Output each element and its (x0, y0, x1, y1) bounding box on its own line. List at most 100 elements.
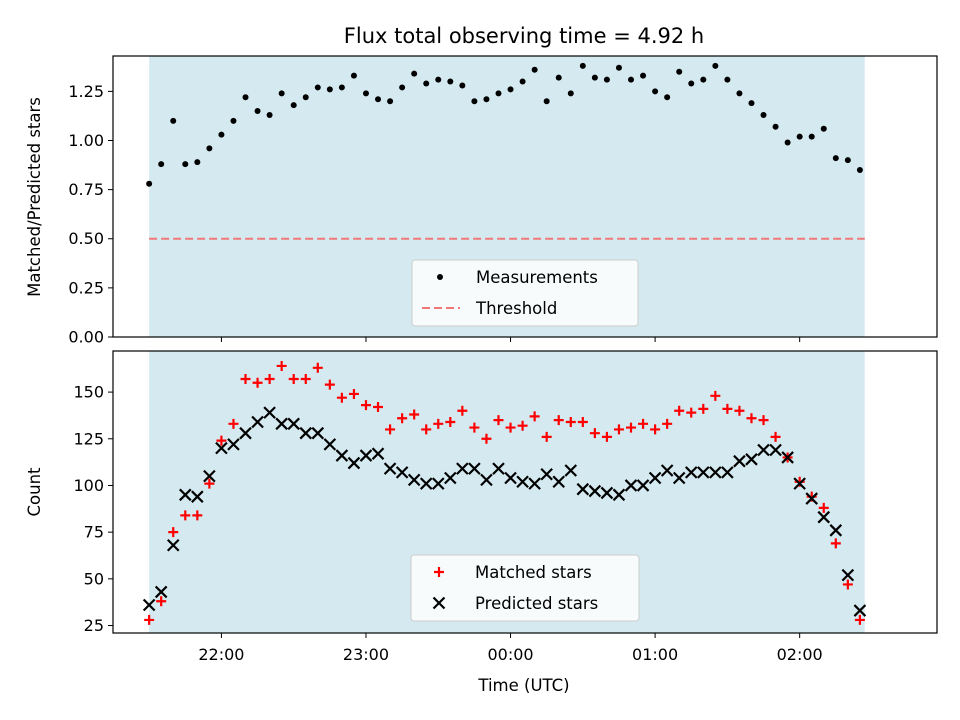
x-tick-label: 02:00 (777, 645, 823, 664)
predicted-star-point (299, 426, 313, 440)
matched-star-point (481, 433, 492, 444)
legend-label: Matched stars (475, 563, 592, 582)
data-point (652, 88, 659, 95)
legend-label: Predicted stars (475, 594, 598, 613)
predicted-star-point (588, 484, 602, 498)
top-y-axis-label: Matched/Predicted stars (25, 97, 44, 297)
matched-star-point (373, 402, 384, 413)
predicted-star-point (263, 406, 276, 419)
matched-star-point (565, 416, 576, 427)
matched-star-point (240, 374, 251, 385)
data-point (664, 94, 671, 101)
data-point (242, 94, 249, 101)
predicted-star-point (335, 449, 349, 462)
matched-star-point (505, 422, 516, 433)
matched-star-point (204, 478, 215, 489)
matched-star-point (613, 424, 624, 435)
matched-star-point (360, 400, 371, 411)
predicted-star-point (757, 443, 770, 457)
data-point (471, 98, 478, 105)
y-tick-label: 0.25 (68, 278, 104, 297)
predicted-star-point (239, 426, 252, 440)
data-point (712, 62, 719, 69)
legend: Measurements Threshold (411, 259, 639, 327)
predicted-star-point (431, 477, 445, 490)
data-point (760, 111, 767, 118)
matched-star-point (469, 422, 480, 433)
y-tick-label: 0.50 (68, 229, 104, 248)
data-point (832, 155, 839, 162)
matched-star-point (324, 379, 335, 390)
predicted-star-point (456, 462, 469, 475)
predicted-star-point (697, 466, 710, 479)
data-point (748, 100, 755, 107)
predicted-star-point (504, 471, 517, 485)
data-point (158, 161, 165, 168)
predicted-star-point (251, 415, 264, 429)
predicted-star-point (576, 482, 590, 496)
predicted-star-point (684, 466, 698, 479)
data-point (290, 102, 297, 109)
predicted-star-point (444, 471, 457, 485)
data-point (603, 76, 610, 83)
data-point (555, 74, 562, 81)
x-tick-label: 01:00 (632, 645, 678, 664)
x-tick-label: 22:00 (198, 645, 244, 664)
data-point (615, 64, 622, 71)
data-point (278, 90, 285, 97)
matched-star-point (445, 416, 456, 427)
data-point (447, 78, 454, 85)
predicted-star-point (805, 492, 818, 505)
data-point (362, 90, 369, 97)
predicted-star-point (817, 510, 831, 524)
bottom-plot-area: 25 50 75 100 125 150 22:00 23:00 00:00 01:00 02:00… (73, 350, 938, 664)
matched-star-point (650, 424, 661, 435)
data-point (230, 117, 237, 124)
data-point (495, 90, 502, 97)
matched-star-point (168, 527, 179, 538)
data-point (411, 70, 418, 77)
data-point (676, 68, 683, 75)
matched-star-point (734, 405, 745, 416)
data-point (399, 84, 406, 91)
data-point (350, 72, 357, 79)
matched-star-point (264, 374, 275, 385)
predicted-star-point (468, 462, 481, 475)
predicted-star-point (636, 479, 650, 492)
matched-star-point (710, 390, 721, 401)
data-point (688, 80, 695, 87)
y-tick-label: 1.00 (68, 131, 104, 150)
data-point (254, 108, 261, 115)
predicted-star-point (311, 426, 325, 440)
data-point (820, 125, 827, 132)
matched-star-point (529, 411, 540, 422)
data-point (724, 76, 731, 83)
matched-star-point (228, 418, 239, 429)
data-point (531, 66, 538, 73)
matched-star-point (589, 428, 600, 439)
predicted-star-point (745, 453, 758, 466)
predicted-star-point (191, 490, 204, 503)
matched-star-point (626, 422, 637, 433)
data-point (182, 161, 189, 168)
legend-label: Threshold (475, 299, 557, 318)
data-point (519, 78, 526, 85)
data-point (543, 98, 550, 105)
matched-star-point (577, 416, 588, 427)
predicted-star-point (733, 454, 746, 468)
axes-frame (112, 350, 938, 634)
y-tick-label: 75 (84, 523, 104, 542)
matched-star-point (144, 614, 155, 625)
data-point (856, 166, 863, 173)
matched-star-point (674, 405, 685, 416)
data-point (194, 159, 201, 166)
matched-star-point (300, 374, 311, 385)
y-tick-label: 25 (84, 616, 104, 635)
data-point (483, 96, 490, 103)
matched-star-point (252, 377, 263, 388)
predicted-star-point (395, 466, 409, 479)
data-point (326, 86, 333, 93)
data-point (736, 90, 743, 97)
matched-star-point (541, 431, 552, 442)
top-plot-area: 0.00 0.25 0.50 0.75 1.00 1.25 Measurements Thre… (68, 55, 938, 347)
